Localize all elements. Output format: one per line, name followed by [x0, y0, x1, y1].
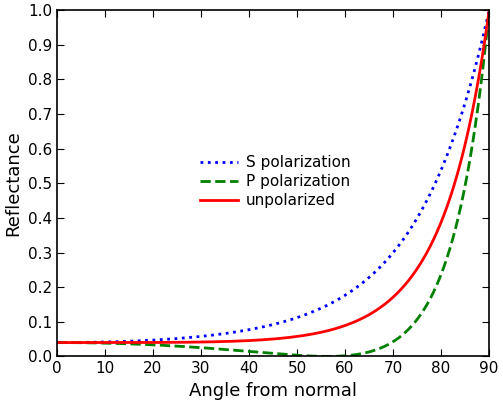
Y-axis label: Reflectance: Reflectance: [4, 130, 22, 236]
P polarization: [444, 256, 450, 261]
unpolarized: [486, 8, 492, 13]
S polarization: [54, 340, 60, 345]
unpolarized: [263, 337, 269, 342]
Legend: S polarization, P polarization, unpolarized: S polarization, P polarization, unpolari…: [194, 149, 357, 214]
S polarization: [486, 8, 492, 13]
unpolarized: [458, 159, 464, 164]
X-axis label: Angle from normal: Angle from normal: [189, 382, 357, 400]
P polarization: [138, 342, 144, 347]
unpolarized: [138, 340, 144, 345]
P polarization: [324, 354, 330, 359]
S polarization: [353, 286, 359, 290]
P polarization: [458, 203, 464, 208]
P polarization: [54, 340, 60, 345]
S polarization: [455, 123, 461, 128]
S polarization: [263, 324, 269, 329]
P polarization: [455, 216, 461, 221]
S polarization: [138, 338, 144, 343]
S polarization: [444, 154, 450, 158]
Line: unpolarized: unpolarized: [57, 10, 489, 343]
unpolarized: [353, 319, 359, 324]
unpolarized: [455, 170, 461, 175]
Line: S polarization: S polarization: [57, 10, 489, 343]
unpolarized: [54, 340, 60, 345]
P polarization: [263, 350, 269, 355]
P polarization: [486, 8, 492, 13]
unpolarized: [444, 205, 450, 210]
Line: P polarization: P polarization: [57, 10, 489, 356]
P polarization: [353, 352, 359, 357]
S polarization: [458, 114, 464, 119]
